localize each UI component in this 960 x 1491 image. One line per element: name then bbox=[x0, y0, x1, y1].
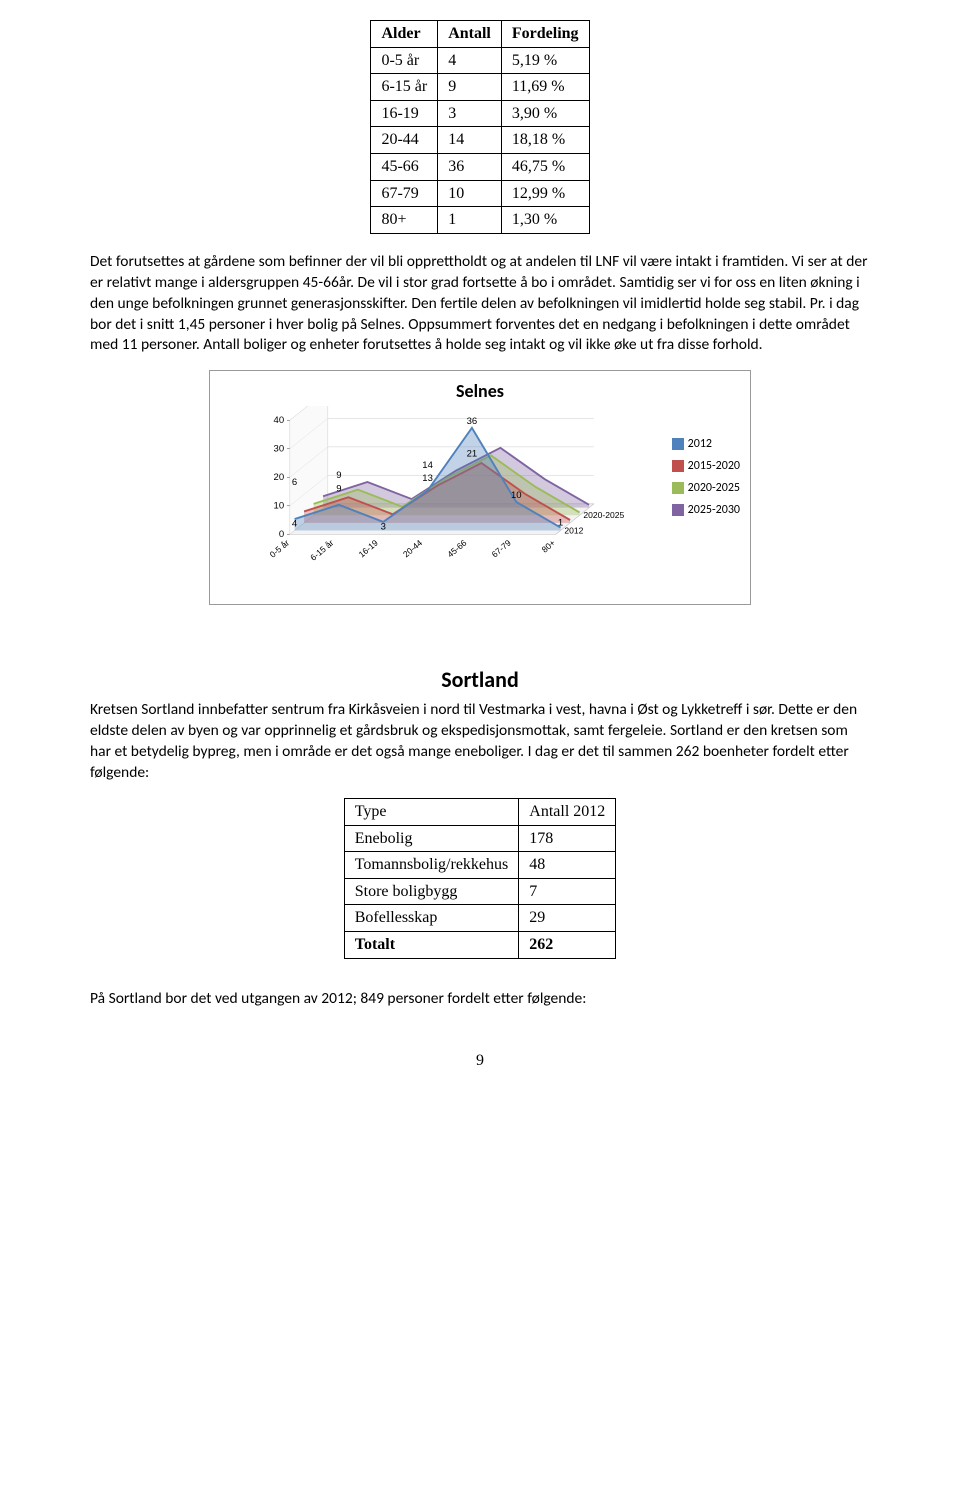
table-cell: 12,99 % bbox=[501, 180, 589, 207]
svg-text:30: 30 bbox=[274, 443, 285, 454]
table-cell: 46,75 % bbox=[501, 153, 589, 180]
chart-legend: 2012 2015-2020 2020-2025 2025-2030 bbox=[664, 436, 740, 519]
svg-text:6-15 år: 6-15 år bbox=[308, 537, 335, 562]
legend-swatch bbox=[672, 438, 684, 450]
svg-text:2012: 2012 bbox=[564, 525, 583, 535]
chart-svg: 01020304069943141336211010-5 år6-15 år16… bbox=[220, 406, 664, 596]
svg-text:67-79: 67-79 bbox=[490, 537, 513, 559]
legend-swatch bbox=[672, 482, 684, 494]
table-cell: 10 bbox=[438, 180, 502, 207]
svg-text:3: 3 bbox=[381, 521, 386, 532]
table-cell: 80+ bbox=[371, 207, 438, 234]
legend-swatch bbox=[672, 460, 684, 472]
table-cell: 1 bbox=[438, 207, 502, 234]
table-cell: 178 bbox=[519, 825, 616, 852]
table-cell: 4 bbox=[438, 47, 502, 74]
svg-text:6: 6 bbox=[292, 477, 297, 488]
table-total-value: 262 bbox=[519, 932, 616, 959]
table-cell: 14 bbox=[438, 127, 502, 154]
legend-label: 2025-2030 bbox=[688, 502, 740, 518]
table-cell: 3 bbox=[438, 100, 502, 127]
selnes-chart: Selnes 01020304069943141336211010-5 år6-… bbox=[209, 370, 751, 604]
table-header: Type bbox=[344, 799, 519, 826]
svg-text:14: 14 bbox=[422, 459, 433, 470]
table-cell: 29 bbox=[519, 905, 616, 932]
table-cell: 6-15 år bbox=[371, 74, 438, 101]
table-cell: Bofellesskap bbox=[344, 905, 519, 932]
svg-text:9: 9 bbox=[336, 483, 341, 494]
svg-text:40: 40 bbox=[274, 415, 285, 426]
svg-text:45-66: 45-66 bbox=[445, 537, 468, 559]
table-header: Antall bbox=[438, 21, 502, 48]
legend-label: 2015-2020 bbox=[688, 458, 740, 474]
table-cell: Tomannsbolig/rekkehus bbox=[344, 852, 519, 879]
svg-text:16-19: 16-19 bbox=[357, 537, 380, 559]
legend-label: 2012 bbox=[688, 436, 712, 452]
table-cell: 36 bbox=[438, 153, 502, 180]
table-cell: 45-66 bbox=[371, 153, 438, 180]
legend-item: 2012 bbox=[672, 436, 740, 452]
svg-text:10: 10 bbox=[511, 490, 522, 501]
table-cell: 1,30 % bbox=[501, 207, 589, 234]
svg-text:4: 4 bbox=[292, 518, 297, 529]
table-cell: 18,18 % bbox=[501, 127, 589, 154]
svg-text:36: 36 bbox=[467, 416, 478, 427]
table-header: Fordeling bbox=[501, 21, 589, 48]
table-header: Antall 2012 bbox=[519, 799, 616, 826]
legend-swatch bbox=[672, 504, 684, 516]
paragraph-1: Det forutsettes at gårdene som befinner … bbox=[90, 252, 870, 357]
svg-text:80+: 80+ bbox=[540, 537, 558, 554]
paragraph-2: Kretsen Sortland innbefatter sentrum fra… bbox=[90, 700, 870, 784]
table-cell: Enebolig bbox=[344, 825, 519, 852]
table-cell: 48 bbox=[519, 852, 616, 879]
legend-item: 2015-2020 bbox=[672, 458, 740, 474]
svg-text:10: 10 bbox=[274, 500, 285, 511]
section-heading-sortland: Sortland bbox=[90, 665, 870, 695]
table-total-label: Totalt bbox=[344, 932, 519, 959]
housing-type-table: Type Antall 2012 Enebolig178 Tomannsboli… bbox=[344, 798, 617, 959]
chart-title: Selnes bbox=[220, 379, 740, 403]
table-cell: 5,19 % bbox=[501, 47, 589, 74]
table-cell: 16-19 bbox=[371, 100, 438, 127]
legend-item: 2020-2025 bbox=[672, 480, 740, 496]
table-header: Alder bbox=[371, 21, 438, 48]
svg-text:2020-2025: 2020-2025 bbox=[583, 510, 624, 520]
svg-text:20: 20 bbox=[274, 472, 285, 483]
table-cell: 9 bbox=[438, 74, 502, 101]
table-cell: 0-5 år bbox=[371, 47, 438, 74]
table-cell: 3,90 % bbox=[501, 100, 589, 127]
svg-text:13: 13 bbox=[422, 473, 433, 484]
page-number: 9 bbox=[90, 1050, 870, 1072]
legend-label: 2020-2025 bbox=[688, 480, 740, 496]
svg-text:20-44: 20-44 bbox=[401, 537, 424, 559]
svg-text:9: 9 bbox=[336, 470, 341, 481]
table-cell: 11,69 % bbox=[501, 74, 589, 101]
svg-text:21: 21 bbox=[467, 448, 478, 459]
table-cell: 67-79 bbox=[371, 180, 438, 207]
age-distribution-table: Alder Antall Fordeling 0-5 år45,19 % 6-1… bbox=[370, 20, 589, 234]
svg-text:1: 1 bbox=[558, 517, 563, 528]
paragraph-3: På Sortland bor det ved utgangen av 2012… bbox=[90, 989, 870, 1010]
svg-text:0-5 år: 0-5 år bbox=[268, 537, 292, 559]
table-cell: 20-44 bbox=[371, 127, 438, 154]
table-cell: Store boligbygg bbox=[344, 878, 519, 905]
table-cell: 7 bbox=[519, 878, 616, 905]
legend-item: 2025-2030 bbox=[672, 502, 740, 518]
